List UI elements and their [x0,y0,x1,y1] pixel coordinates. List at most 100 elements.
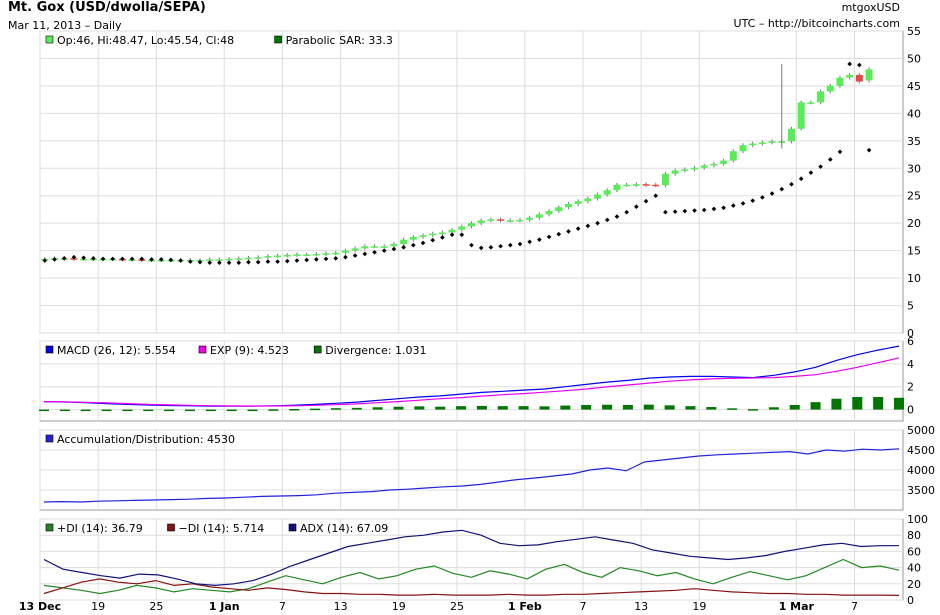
divergence-bar [748,409,759,411]
divergence-bar [497,406,508,410]
candle-up [739,145,747,152]
sar-point [634,204,639,210]
candle-up [264,256,272,258]
divergence-bar [706,407,717,410]
y-tick-label: 4 [907,358,914,371]
candle-up [206,259,214,261]
x-tick-label: 19 [692,600,706,613]
legend-swatch [45,345,54,354]
panel-frame [39,340,904,422]
divergence-bar [39,409,49,412]
x-tick-label: 7 [580,600,587,613]
candle-up [487,219,495,221]
sar-point [352,253,358,258]
sar-point [255,259,261,265]
sar-point [692,208,697,213]
divergence-bar [164,409,175,412]
candle-up [283,255,291,257]
sar-point [517,241,523,247]
sar-point [643,198,649,204]
sar-point [149,257,154,262]
sar-point [168,257,174,263]
legend-swatch [198,345,207,354]
sar-point [314,257,319,262]
sar-point [537,237,542,242]
panel-frame [39,30,904,334]
sar-point [857,62,862,68]
candle-up [749,143,757,146]
candle-up [758,142,766,144]
sar-point [546,234,552,240]
x-tick-label: 13 [334,600,348,613]
divergence-bar [789,405,800,410]
sar-point [100,256,106,262]
sar-point [411,242,416,248]
divergence-bar [101,409,112,412]
x-tick-label: 13 [634,600,648,613]
sar-point [91,256,96,261]
candle-up [400,239,408,245]
candle-up [865,69,873,81]
divergence-bar [226,409,237,412]
y-tick-label: 55 [907,25,921,38]
x-tick-label: 1 Feb [508,600,542,613]
exp-line [43,357,900,407]
sar-point [42,258,48,263]
y-tick-label: 5000 [907,424,935,437]
divergence-bar [727,408,738,410]
sar-point [71,254,77,260]
legend-swatch [45,434,54,443]
legend-label: Accumulation/Distribution: 4530 [57,433,235,446]
sar-point [81,255,86,261]
timezone-source: UTC – http://bitcoincharts.com [733,17,900,30]
candle-up [235,258,243,260]
divergence-bar [581,405,592,410]
accdist-line [43,448,900,503]
market-id: mtgoxUSD [841,1,900,14]
legend-label: −DI (14): 5.714 [179,522,265,535]
divergence-bar [852,397,863,410]
y-tick-label: 6 [907,335,914,348]
sar-point [653,193,659,199]
sar-point [585,223,591,229]
legend-label: +DI (14): 36.79 [57,522,143,535]
sar-point [847,61,852,67]
sar-point [459,232,465,238]
candle-up [254,257,262,259]
sar-point [595,220,600,226]
candle-up [671,170,679,174]
sar-point [740,201,746,206]
x-tick-label: 1 Mar [779,600,815,613]
candle-down [855,74,863,82]
candle-up [817,91,825,103]
sar-point [701,207,707,213]
candle-up [438,232,446,235]
candle-up [274,255,282,258]
sar-point [333,256,339,261]
divergence-bar [205,409,216,412]
sar-point [798,176,804,182]
legend-label: EXP (9): 4.523 [210,344,289,357]
divergence-bar [810,402,821,410]
candle-up [526,217,534,220]
candle-up [729,151,737,161]
candle-down [642,184,650,186]
candle-up [787,128,795,142]
y-tick-label: 100 [907,513,928,526]
candle-down [497,219,505,221]
sar-point [614,214,620,219]
candle-up [623,184,631,187]
sar-point [343,254,348,260]
candle-up [584,198,592,202]
sar-point [663,209,668,215]
y-tick-label: 2 [907,381,914,394]
minus-di-line [43,578,900,596]
candle-up [322,253,330,255]
sar-point [207,260,212,266]
y-tick-label: 4500 [907,444,935,457]
divergence-bar [247,409,258,412]
sar-point [420,240,426,246]
sar-point [866,147,872,153]
legend-swatch [45,523,54,532]
divergence-bar [393,406,404,410]
